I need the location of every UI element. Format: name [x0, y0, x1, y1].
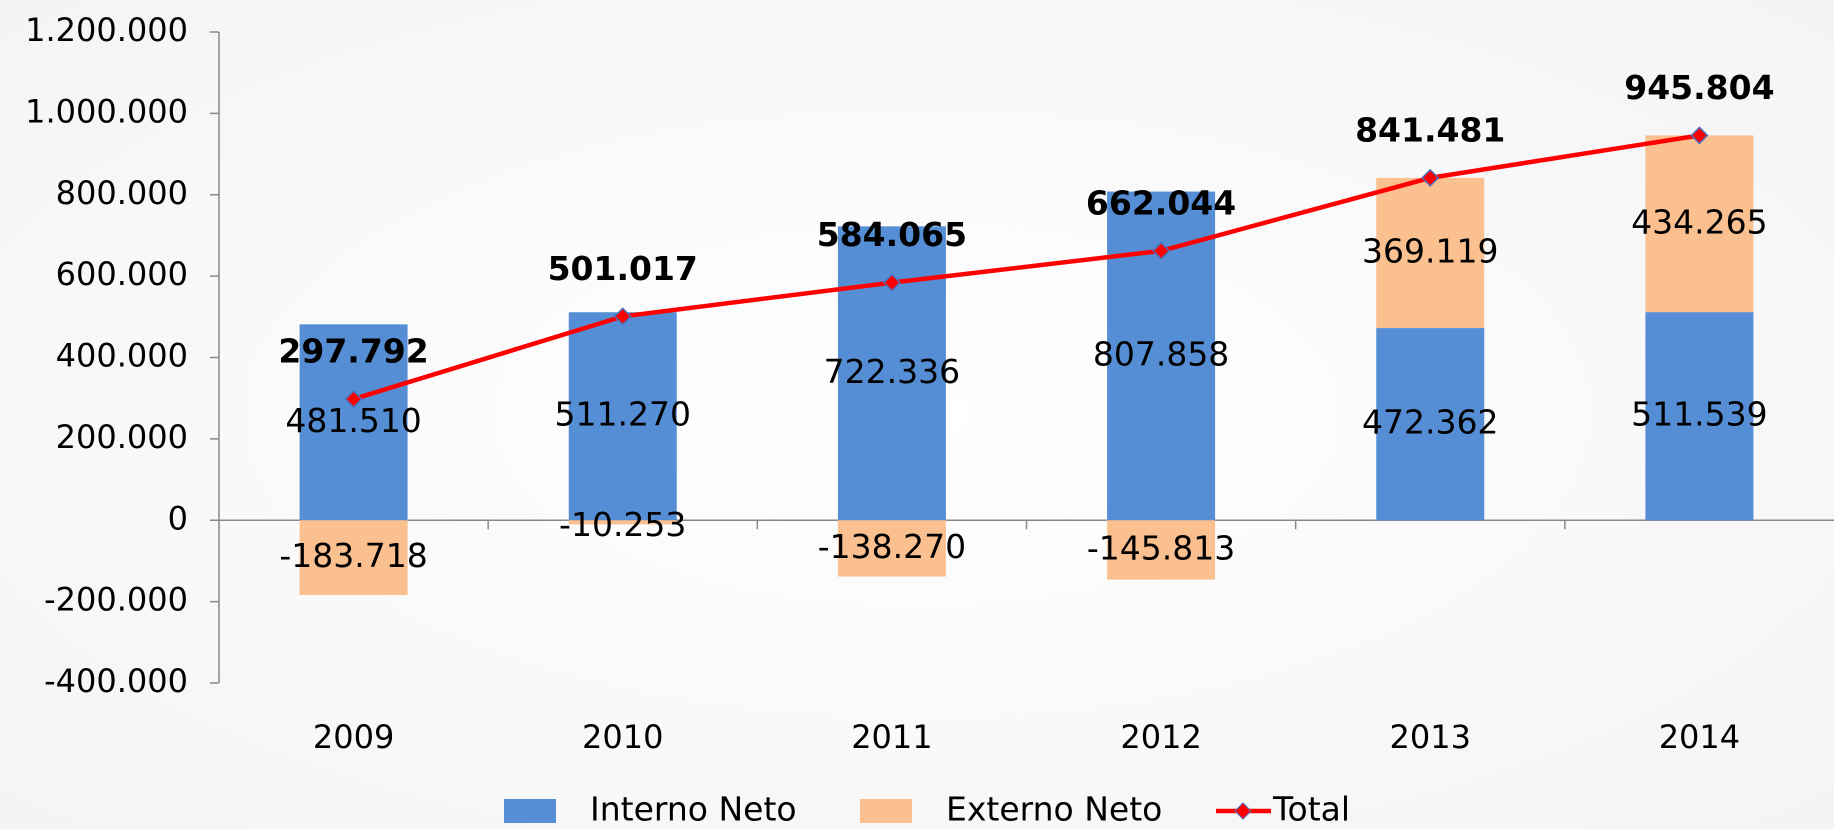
x-tick-label: 2010 — [582, 718, 663, 756]
bar — [568, 312, 677, 521]
x-tick-label: 2014 — [1659, 718, 1740, 756]
y-tick-label: 400.000 — [56, 337, 188, 375]
bar — [299, 520, 408, 596]
point — [1690, 126, 1709, 145]
data-label: 297.792 — [278, 332, 428, 371]
legend-swatch — [860, 799, 912, 823]
point — [882, 273, 901, 292]
x-tick-label: 2013 — [1390, 718, 1471, 756]
data-label: 945.804 — [1624, 68, 1774, 107]
point — [613, 307, 632, 326]
data-label: 511.270 — [555, 395, 691, 434]
legend-label: Interno Neto — [590, 790, 797, 829]
y-tick-label: 800.000 — [56, 174, 188, 212]
y-tick-label: -200.000 — [44, 581, 188, 619]
y-tick-label: 200.000 — [56, 418, 188, 456]
bar — [1376, 177, 1485, 329]
legend-swatch — [504, 799, 556, 823]
data-label: -183.718 — [279, 536, 427, 575]
x-tick-label: 2011 — [851, 718, 932, 756]
data-label: 501.017 — [548, 249, 698, 288]
bar — [299, 324, 408, 521]
data-label: 807.858 — [1093, 334, 1229, 373]
y-tick-label: 0 — [168, 499, 188, 537]
point — [1421, 168, 1440, 187]
y-tick-label: 600.000 — [56, 255, 188, 293]
legend-marker — [1234, 802, 1252, 820]
bar — [1645, 312, 1754, 521]
data-label: -145.813 — [1087, 528, 1235, 567]
data-label: 841.481 — [1355, 110, 1505, 149]
y-tick-label: 1.200.000 — [25, 11, 188, 49]
point — [344, 390, 363, 409]
data-label: 722.336 — [824, 352, 960, 391]
data-label: 369.119 — [1362, 231, 1498, 270]
data-label: 511.539 — [1631, 395, 1767, 434]
x-tick-label: 2009 — [313, 718, 394, 756]
x-tick-label: 2012 — [1120, 718, 1201, 756]
y-tick-label: 1.000.000 — [25, 92, 188, 130]
data-label: 662.044 — [1086, 183, 1236, 222]
data-label: 434.265 — [1631, 202, 1767, 241]
point — [1152, 241, 1171, 260]
line — [352, 133, 1700, 402]
bar — [1107, 520, 1216, 580]
data-label: 584.065 — [817, 215, 967, 254]
bar — [568, 520, 677, 525]
y-tick-label: -400.000 — [44, 662, 188, 700]
bar — [1376, 328, 1485, 521]
legend-label: Externo Neto — [946, 790, 1162, 829]
data-label: -10.253 — [559, 505, 686, 544]
legend-label: Total — [1272, 790, 1350, 829]
data-label: -138.270 — [818, 527, 966, 566]
bar — [837, 520, 946, 577]
data-label: 472.362 — [1362, 403, 1498, 442]
bar — [1645, 135, 1754, 313]
